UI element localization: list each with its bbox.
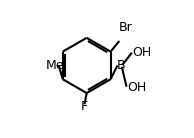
Text: OH: OH [132, 46, 152, 59]
Text: Br: Br [119, 21, 133, 34]
Text: Me: Me [46, 59, 65, 72]
Text: OH: OH [127, 81, 146, 94]
Text: F: F [81, 100, 88, 113]
Text: B: B [116, 59, 125, 72]
